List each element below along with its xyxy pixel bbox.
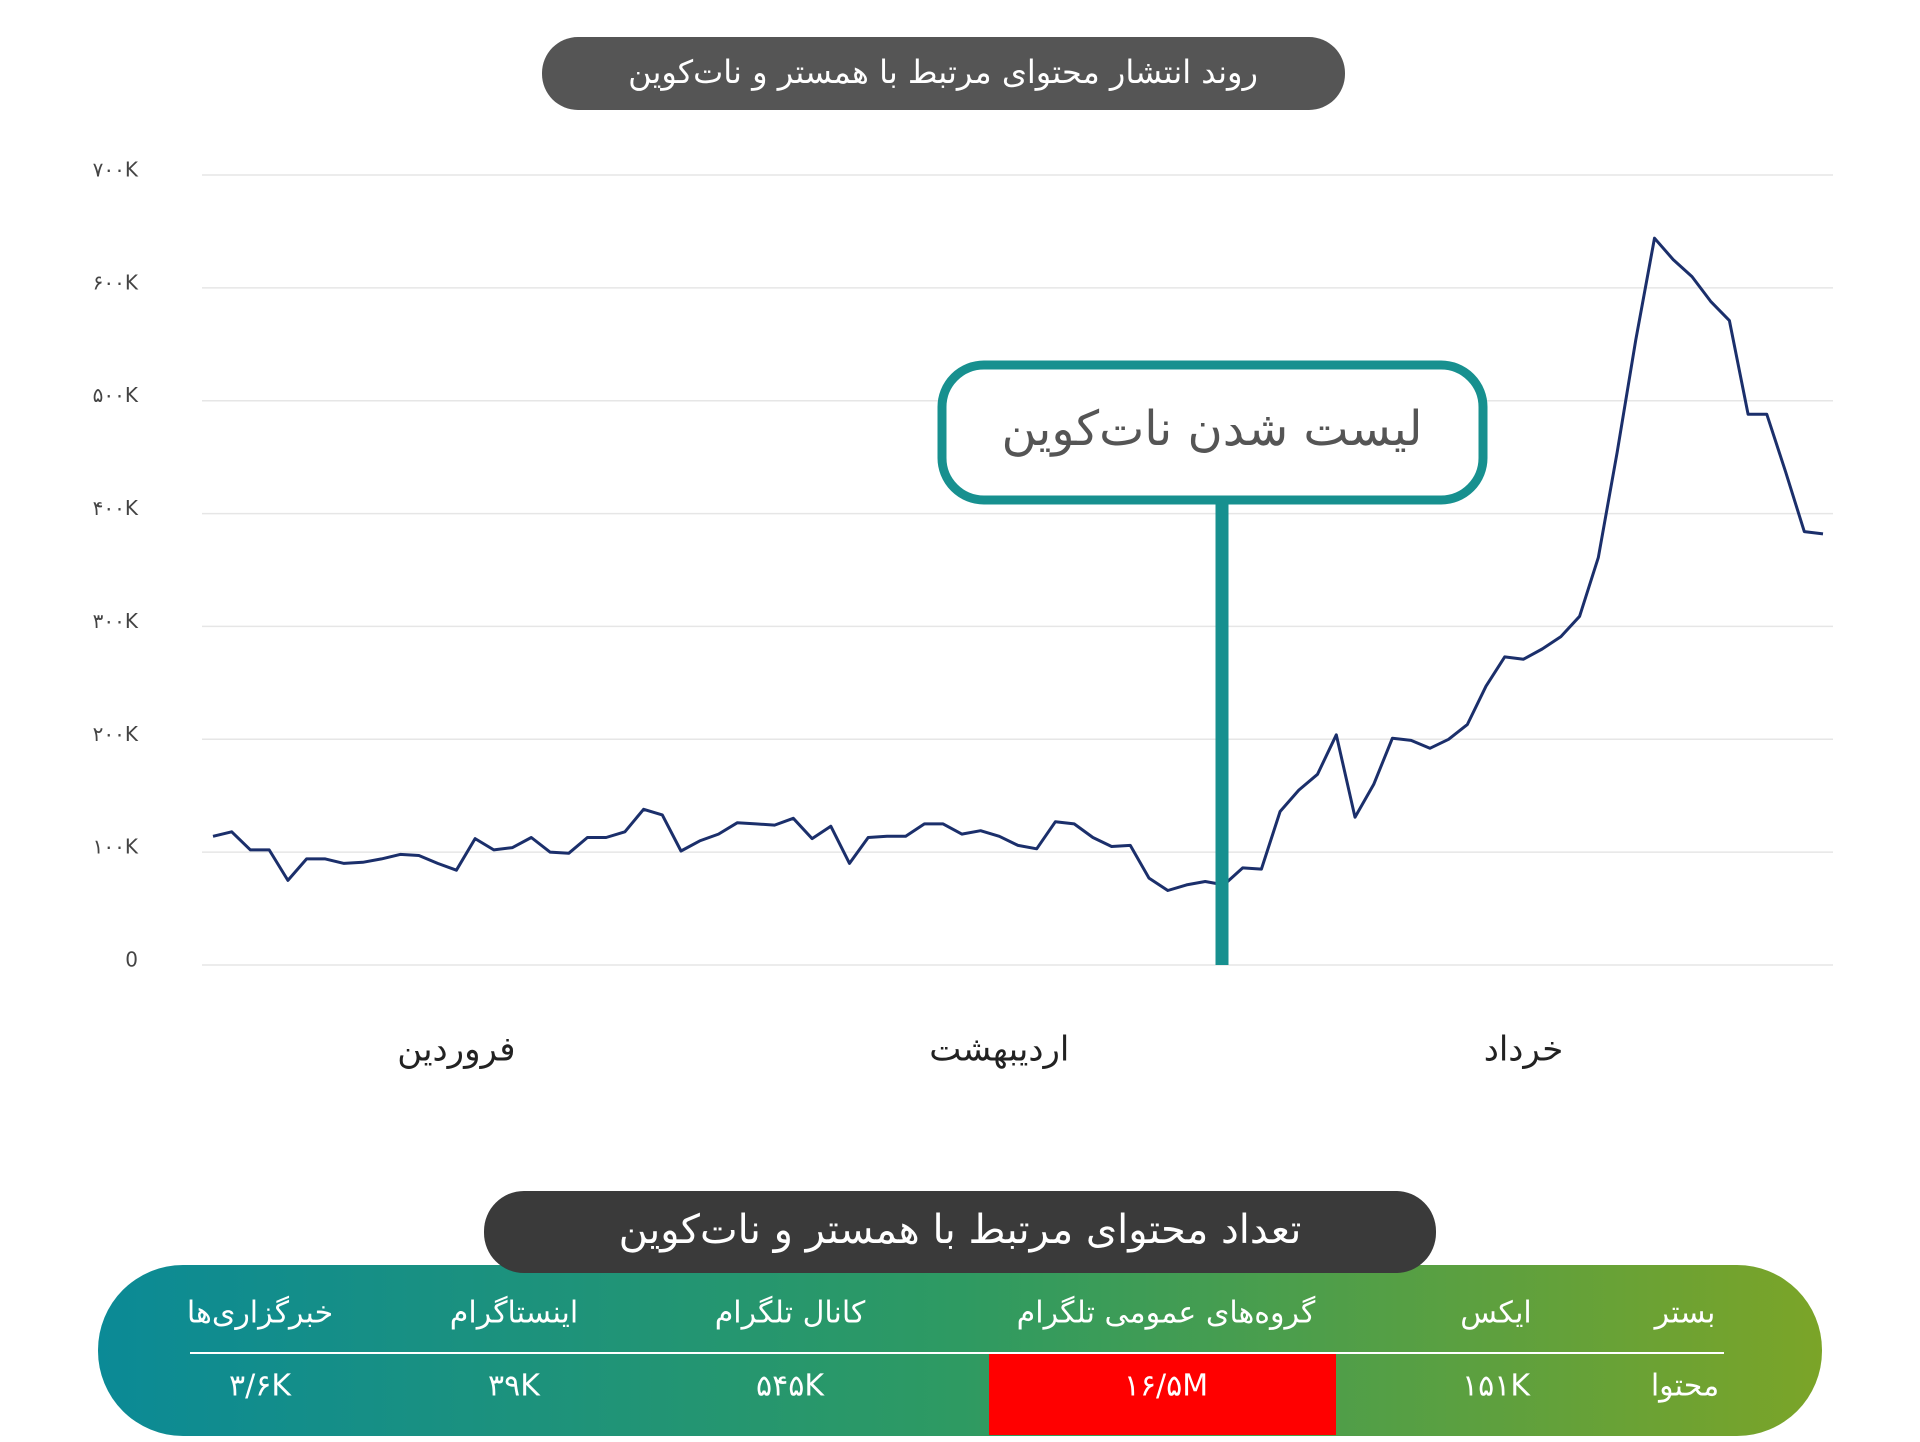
table-cell: ۵۴۵K [756, 1369, 825, 1404]
table-header: اینستاگرام [450, 1296, 578, 1331]
y-tick-label: ۳۰۰K [93, 609, 139, 633]
x-tick-label: فروردین [397, 1030, 515, 1070]
y-tick-label: 0 [125, 948, 138, 972]
chart-title: روند انتشار محتوای مرتبط با همستر و نات‌… [628, 53, 1258, 91]
y-tick-label: ۱۰۰K [93, 835, 139, 859]
table-title-pill [484, 1191, 1436, 1273]
plot: 0 ۱۰۰K ۲۰۰K ۳۰۰K ۴۰۰K ۵۰۰K ۶۰۰K ۷۰۰K فروردین اردی… [93, 158, 1833, 1070]
table-header: گروه‌های عمومی تلگرام [1017, 1296, 1316, 1331]
y-tick-label: ۶۰۰K [93, 270, 139, 294]
table-cell: ۳۹K [488, 1369, 541, 1404]
table-header: کانال تلگرام [715, 1296, 866, 1331]
x-tick-label: خرداد [1484, 1030, 1564, 1070]
table-header: بستر [1653, 1296, 1716, 1331]
table-cell: محتوا [1651, 1369, 1719, 1404]
table: بستر ایکس گروه‌های عمومی تلگرام کانال تلگرا… [187, 1296, 1719, 1404]
annotation-box [937, 360, 1488, 505]
x-tick-label: اردیبهشت [929, 1030, 1069, 1070]
table-header: ایکس [1460, 1296, 1532, 1331]
highlight-cell [989, 1353, 1336, 1435]
y-tick-label: ۲۰۰K [93, 722, 139, 746]
table-cell: ۳/۶K [229, 1369, 292, 1404]
table-title: تعداد محتوای مرتبط با همستر و نات‌کوین [619, 1207, 1302, 1253]
table-cell: ۱۶/۵M [1124, 1369, 1208, 1404]
table-cell: ۱۵۱K [1462, 1369, 1531, 1404]
table-header: خبرگزاری‌ها [187, 1296, 333, 1331]
table-bar [98, 1265, 1822, 1436]
line-series [212, 236, 1824, 892]
title-pill [542, 37, 1345, 110]
y-tick-label: ۴۰۰K [93, 496, 139, 520]
y-tick-label: ۵۰۰K [93, 383, 139, 407]
y-tick-label: ۷۰۰K [93, 158, 139, 182]
annotation: لیست شدن نات‌کوین [1002, 401, 1423, 457]
